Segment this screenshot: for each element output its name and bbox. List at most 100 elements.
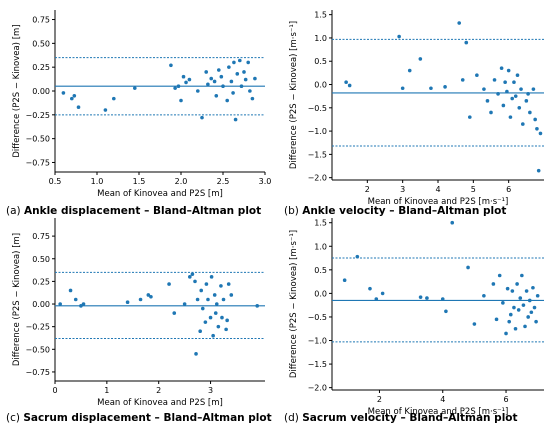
data-point xyxy=(173,86,177,90)
y-tick-label: −1.5 xyxy=(308,150,327,159)
data-point xyxy=(149,294,153,299)
data-point xyxy=(72,93,77,98)
data-point xyxy=(464,40,469,45)
data-point xyxy=(199,288,204,293)
data-point xyxy=(510,289,515,293)
data-point xyxy=(460,78,465,82)
data-point xyxy=(513,326,518,331)
data-point xyxy=(188,275,192,279)
data-point xyxy=(499,66,504,71)
data-point xyxy=(506,68,511,73)
y-tick-label: 0.50 xyxy=(32,255,50,264)
y-tick-label: −0.5 xyxy=(308,313,327,322)
caption-a-title: Ankle displacement – Bland–Altman plot xyxy=(23,205,262,217)
data-point xyxy=(219,284,223,288)
data-point xyxy=(507,319,511,324)
y-tick-label: 0.75 xyxy=(32,16,50,25)
data-point xyxy=(73,297,78,302)
chart-3: −2.0 −1.5 −1.0 −0.5 0.0 0.5 1.0 1.5 2 4 6 Mean of K… xyxy=(289,218,544,417)
y-tick-label: −0.50 xyxy=(25,345,50,354)
data-point xyxy=(533,117,537,122)
data-point xyxy=(169,63,173,68)
data-point xyxy=(248,89,252,93)
y-axis-label: Difference (P2S − Kinovea) [m] xyxy=(12,233,22,366)
data-point xyxy=(211,333,215,338)
data-point xyxy=(203,320,208,324)
caption-c-letter: (c) xyxy=(6,412,20,424)
data-point xyxy=(344,80,348,84)
x-tick-label: 3 xyxy=(208,386,213,395)
data-point xyxy=(400,86,405,91)
y-tick-label: −2.0 xyxy=(308,174,327,183)
y-tick-label: 0.75 xyxy=(32,232,50,241)
data-point xyxy=(217,68,221,72)
data-point xyxy=(242,70,246,74)
data-point xyxy=(450,220,455,225)
x-tick-label: 1.5 xyxy=(133,177,146,186)
data-point xyxy=(532,305,537,310)
data-point xyxy=(255,304,260,308)
data-point xyxy=(521,122,525,126)
data-point xyxy=(538,131,543,136)
data-point xyxy=(220,315,224,320)
data-point xyxy=(505,89,509,94)
data-point xyxy=(494,317,499,322)
caption-d-letter: (d) xyxy=(284,412,299,424)
y-tick-label: 0.00 xyxy=(32,300,50,309)
data-point xyxy=(492,78,497,82)
y-tick-label: −2.0 xyxy=(308,384,327,393)
data-point xyxy=(512,305,516,310)
data-point xyxy=(534,319,538,324)
data-point xyxy=(475,73,479,78)
data-point xyxy=(472,322,477,326)
x-tick-label: 0.5 xyxy=(49,177,62,186)
data-point xyxy=(176,84,181,89)
y-axis-label: Difference (P2S − Kinovea) [m·s⁻¹] xyxy=(289,21,299,169)
data-point xyxy=(133,86,137,90)
x-tick-label: 3.0 xyxy=(259,177,272,186)
data-point xyxy=(526,92,530,96)
data-point xyxy=(181,74,186,79)
data-point xyxy=(347,83,352,88)
data-point xyxy=(172,311,177,315)
data-point xyxy=(182,302,187,306)
y-axis-label: Difference (P2S − Kinovea) [m] xyxy=(12,24,22,157)
data-point xyxy=(213,311,218,315)
data-point xyxy=(491,282,496,286)
data-point xyxy=(243,77,248,82)
data-point xyxy=(425,296,429,300)
y-tick-label: −1.0 xyxy=(308,127,327,136)
data-point xyxy=(204,70,208,74)
y-tick-label: 0.0 xyxy=(314,81,327,90)
data-point xyxy=(518,296,523,300)
data-point xyxy=(482,87,486,91)
data-point xyxy=(227,65,231,69)
y-tick-label: 0.25 xyxy=(32,277,50,286)
data-point xyxy=(531,87,536,91)
y-tick-label: 1.5 xyxy=(314,11,327,20)
data-point xyxy=(184,80,188,85)
data-point xyxy=(380,291,385,296)
data-point xyxy=(208,315,213,320)
y-tick-label: 0.50 xyxy=(32,39,50,48)
data-point xyxy=(501,301,505,305)
y-tick-label: 1.0 xyxy=(314,242,327,251)
data-point xyxy=(355,254,360,259)
y-axis-label: Difference (P2S − Kinovea) [m·s⁻¹] xyxy=(289,230,299,378)
data-point xyxy=(515,73,520,78)
x-tick-label: 1 xyxy=(104,386,109,395)
data-point xyxy=(501,103,506,108)
data-point xyxy=(504,331,508,336)
data-point xyxy=(444,309,448,314)
x-tick-label: 6 xyxy=(506,185,511,194)
caption-b-title: Ankle velocity – Bland–Altman plot xyxy=(302,205,507,217)
data-point xyxy=(482,293,486,298)
chart-0: −0.75 −0.50 −0.25 0.00 0.25 0.50 0.75 0.5 1.0 1.5… xyxy=(12,10,271,199)
data-point xyxy=(397,34,401,39)
x-axis-label: Mean of Kinovea and P2S [m] xyxy=(97,189,223,199)
data-point xyxy=(225,98,229,103)
data-point xyxy=(225,318,229,323)
data-point xyxy=(200,115,204,120)
data-point xyxy=(457,21,462,25)
data-point xyxy=(214,302,219,306)
